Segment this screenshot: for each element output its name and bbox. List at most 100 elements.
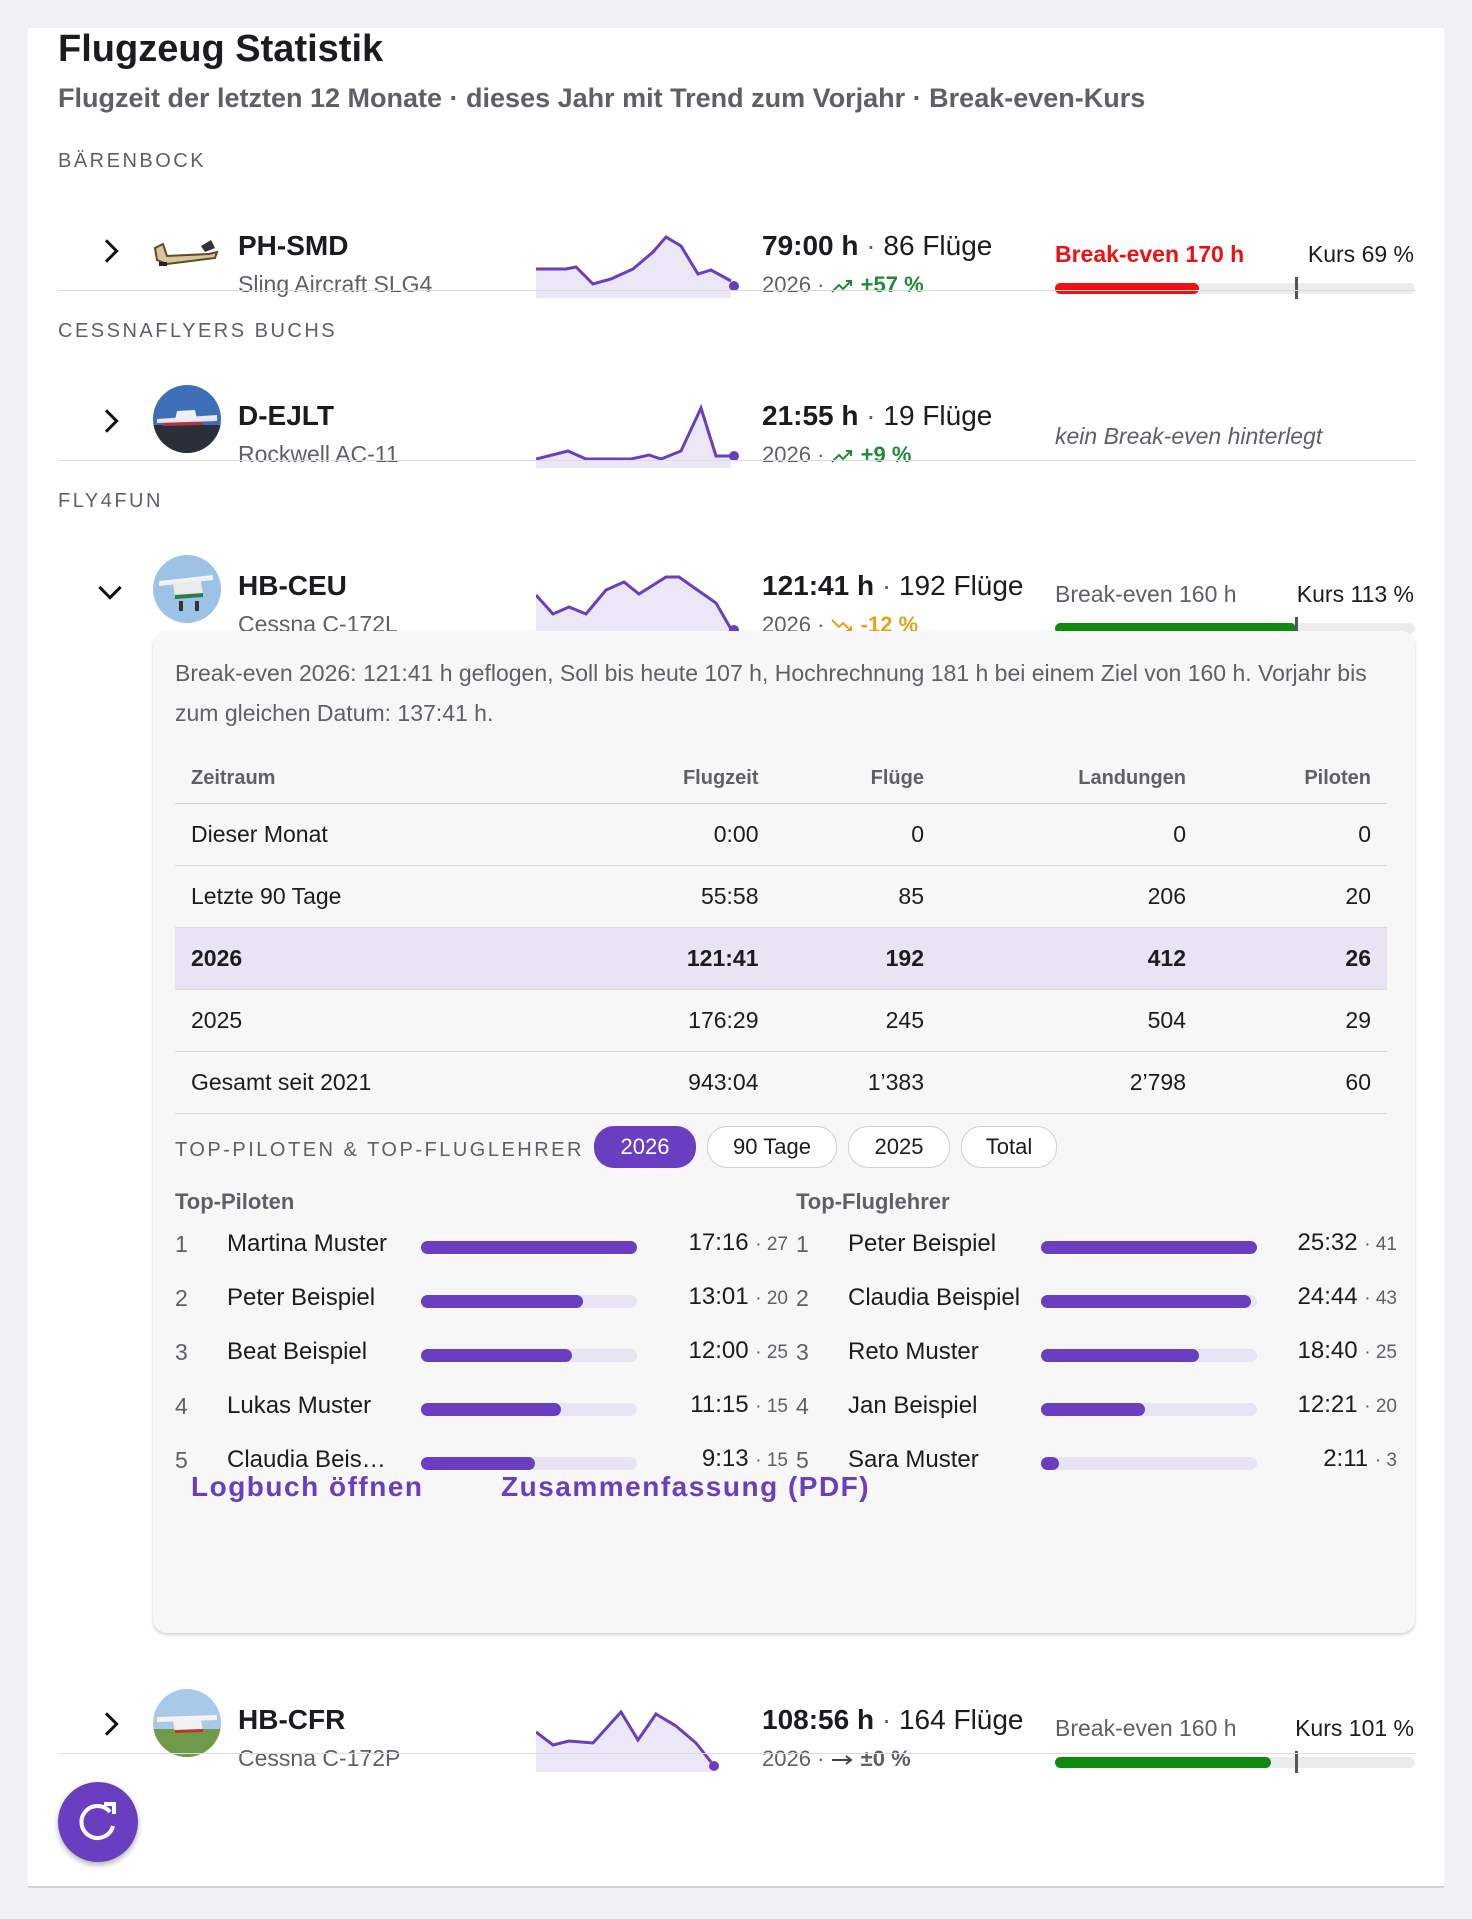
hours-bar-fill	[421, 1349, 573, 1362]
chevron-right-icon[interactable]	[92, 1706, 128, 1742]
hours-value: 18:40	[1297, 1337, 1358, 1364]
break-even-label: Break-even 160 h	[1055, 1715, 1237, 1741]
person-name[interactable]: Claudia Beispiel	[848, 1284, 1021, 1311]
table-cell: 55:58	[572, 865, 775, 928]
table-cell: 206	[940, 865, 1202, 928]
table-cell: Dieser Monat	[175, 803, 573, 866]
flight-count: · 25	[1364, 1342, 1397, 1363]
table-cell: 0	[940, 803, 1202, 866]
person-name[interactable]: Peter Beispiel	[227, 1284, 376, 1311]
flight-count: · 25	[755, 1342, 788, 1363]
rank-number: 4	[796, 1393, 809, 1419]
hours-value: 12:00	[688, 1337, 749, 1364]
hours-bar	[421, 1241, 637, 1254]
filter-chip-90-tage[interactable]: 90 Tage	[707, 1126, 837, 1168]
column-header: Landungen	[940, 753, 1202, 804]
break-even-target-marker	[1295, 277, 1298, 299]
summary-pdf-button[interactable]: Zusammenfassung (PDF)	[501, 1471, 871, 1502]
break-even-bar	[1055, 617, 1415, 639]
table-cell: 0	[1202, 803, 1387, 866]
person-hours: 12:00 · 25	[689, 1337, 788, 1365]
table-cell: 85	[774, 865, 940, 928]
kurs-label: Kurs 101 %	[1295, 1715, 1414, 1741]
hours-bar	[1041, 1349, 1257, 1362]
flight-time-sparkline	[536, 235, 739, 298]
hours-bar	[1041, 1403, 1257, 1416]
person-name[interactable]: Beat Beispiel	[227, 1338, 368, 1365]
flights-count: 192 Flüge	[898, 570, 1024, 601]
flight-count: · 15	[755, 1396, 788, 1417]
person-name[interactable]: Sara Muster	[848, 1446, 979, 1473]
page-subtitle: Flugzeit der letzten 12 Monate · dieses …	[58, 83, 1146, 113]
hours-bar-fill	[421, 1241, 637, 1254]
open-logbook-button[interactable]: Logbuch öffnen	[191, 1471, 424, 1502]
kurs-label: Kurs 69 %	[1307, 241, 1414, 267]
flight-hours: 121:41 h · 192 Flüge	[762, 570, 1024, 601]
aircraft-row[interactable]: PH-SMD Sling Aircraft SLG4 79:00 h · 86 …	[28, 198, 1444, 338]
aircraft-registration: HB-CFR	[238, 1704, 346, 1735]
person-name[interactable]: Reto Muster	[848, 1338, 979, 1365]
hours-bar	[1041, 1241, 1257, 1254]
hours-value: 17:16	[688, 1229, 749, 1256]
hours-value: 24:44	[1297, 1283, 1358, 1310]
table-cell: 29	[1202, 989, 1387, 1052]
flight-time-sparkline	[536, 404, 739, 468]
column-header: Zeitraum	[175, 753, 573, 804]
table-cell: 60	[1202, 1051, 1387, 1114]
break-even-target-marker	[1295, 617, 1298, 639]
hours-bar-fill	[1041, 1241, 1257, 1254]
year-label: 2026	[762, 272, 811, 297]
trending-up-icon	[830, 280, 852, 293]
trend-value: +9 %	[860, 442, 912, 467]
filter-chip-2026[interactable]: 2026	[594, 1126, 696, 1168]
row-divider	[58, 1753, 1416, 1754]
statistics-table: Zeitraum Flugzeit Flüge Landungen Pilote…	[175, 753, 1387, 1114]
chevron-right-icon[interactable]	[92, 403, 128, 439]
table-row: Letzte 90 Tage 55:58 85 206 20	[175, 865, 1387, 928]
trending-up-icon	[830, 450, 852, 463]
trending-flat-icon	[831, 1755, 853, 1765]
person-hours: 2:11 · 3	[1323, 1445, 1397, 1473]
year-trend: 2026 · +9 %	[762, 442, 912, 467]
hours-bar	[1041, 1457, 1257, 1470]
aircraft-registration: HB-CEU	[238, 570, 347, 601]
filter-chip-total[interactable]: Total	[961, 1126, 1057, 1168]
person-name[interactable]: Martina Muster	[227, 1230, 388, 1257]
person-name[interactable]: Jan Beispiel	[848, 1392, 978, 1419]
top-instructors-title: Top-Fluglehrer	[796, 1189, 950, 1214]
person-hours: 13:01 · 20	[689, 1283, 788, 1311]
chevron-down-icon[interactable]	[92, 573, 128, 609]
person-hours: 17:16 · 27	[689, 1229, 788, 1257]
refresh-button[interactable]	[58, 1782, 138, 1862]
break-even-bar	[1055, 1751, 1415, 1773]
hours-bar-fill	[1041, 1295, 1251, 1308]
person-hours: 18:40 · 25	[1298, 1337, 1397, 1365]
break-even-target-marker	[1295, 1751, 1298, 1773]
aircraft-row[interactable]: HB-CFR Cessna C-172P 108:56 h · 164 Flüg…	[28, 1678, 1444, 1818]
chevron-right-icon[interactable]	[92, 233, 128, 269]
break-even-fill	[1055, 283, 1199, 294]
statistics-card: Flugzeug Statistik Flugzeit der letzten …	[28, 28, 1444, 1888]
person-hours: 12:21 · 20	[1298, 1391, 1397, 1419]
table-cell: 192	[774, 927, 940, 990]
group-label: BÄRENBOCK	[58, 150, 207, 172]
aircraft-detail-panel: Break-even 2026: 121:41 h geflogen, Soll…	[153, 631, 1415, 1633]
no-break-even-note: kein Break-even hinterlegt	[1055, 423, 1323, 449]
break-even-fill	[1055, 623, 1297, 634]
filter-chip-2025[interactable]: 2025	[848, 1126, 950, 1168]
year-trend: 2026 · +57 %	[762, 272, 924, 297]
top-pilots-title: Top-Piloten	[175, 1189, 295, 1214]
hours-bar-fill	[421, 1403, 562, 1416]
break-even-label: Break-even 170 h	[1055, 241, 1245, 267]
aircraft-avatar	[153, 385, 221, 453]
person-name[interactable]: Peter Beispiel	[848, 1230, 997, 1257]
flights-count: 164 Flüge	[898, 1704, 1024, 1735]
table-cell: 121:41	[572, 927, 775, 990]
person-name[interactable]: Claudia Beispiel	[227, 1446, 397, 1473]
column-header: Piloten	[1202, 753, 1387, 804]
rank-number: 3	[796, 1339, 809, 1365]
table-header-row: Zeitraum Flugzeit Flüge Landungen Pilote…	[175, 753, 1387, 804]
aircraft-row[interactable]: D-EJLT Rockwell AC-11 21:55 h · 19 Flüge…	[28, 368, 1444, 508]
hours-bar-fill	[421, 1295, 583, 1308]
person-name[interactable]: Lukas Muster	[227, 1392, 372, 1419]
